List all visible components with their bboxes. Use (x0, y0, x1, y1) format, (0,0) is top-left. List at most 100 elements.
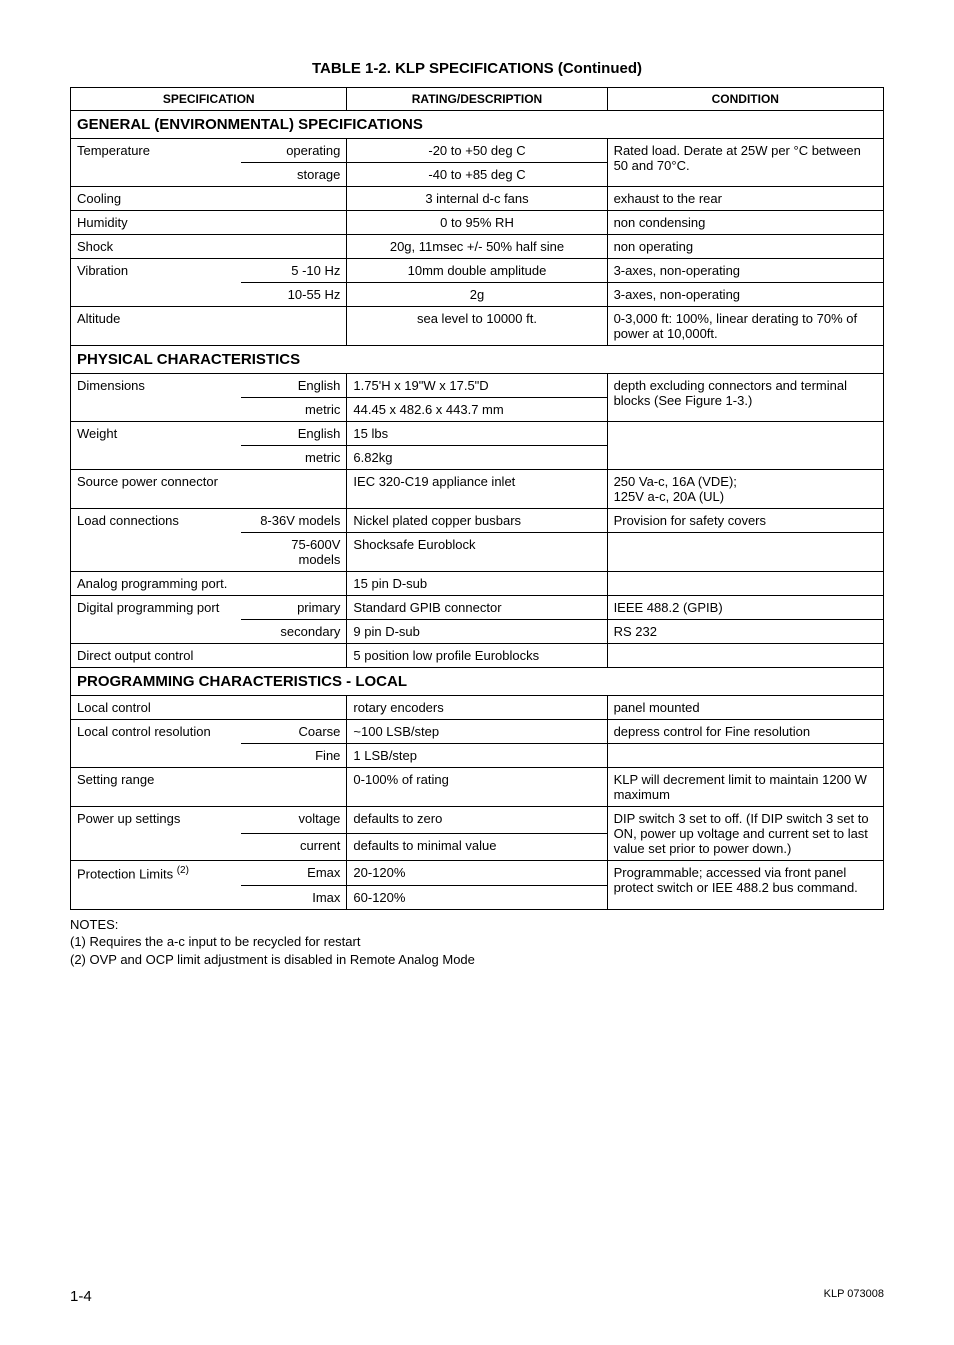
cell-dim-me-sub: metric (241, 398, 347, 422)
cell-pl-1-val: 20-120% (347, 861, 607, 886)
cell-shock: Shock (71, 235, 347, 259)
notes-header: NOTES: (70, 916, 884, 934)
cell-analog-port-val: 15 pin D-sub (347, 572, 607, 596)
cell-vibration: Vibration (71, 259, 242, 283)
row-digital-primary: Digital programming port primary Standar… (71, 596, 884, 620)
cell-temp-operating-val: -20 to +50 deg C (347, 139, 607, 163)
cell-dig-2-val: 9 pin D-sub (347, 620, 607, 644)
cell-humidity-val: 0 to 95% RH (347, 211, 607, 235)
row-source-power: Source power connector IEC 320-C19 appli… (71, 470, 884, 509)
cell-dimensions: Dimensions (71, 374, 242, 398)
row-temperature-operating: Temperature operating -20 to +50 deg C R… (71, 139, 884, 163)
cell-setting-range-cond: KLP will decrement limit to maintain 120… (607, 768, 883, 807)
cell-dim-me-val: 44.45 x 482.6 x 443.7 mm (347, 398, 607, 422)
header-row: SPECIFICATION RATING/DESCRIPTION CONDITI… (71, 88, 884, 111)
cell-cooling: Cooling (71, 187, 347, 211)
row-local-res-fine: Fine 1 LSB/step (71, 744, 884, 768)
row-analog-port: Analog programming port. 15 pin D-sub (71, 572, 884, 596)
cell-lcr-2-val: 1 LSB/step (347, 744, 607, 768)
cell-load-1-val: Nickel plated copper busbars (347, 509, 607, 533)
cell-pu-2-sub: current (241, 834, 347, 861)
row-digital-secondary: secondary 9 pin D-sub RS 232 (71, 620, 884, 644)
cell-wt-en-sub: English (241, 422, 347, 446)
cell-load-2-sub: 75-600V models (241, 533, 347, 572)
cell-temp-storage-val: -40 to +85 deg C (347, 163, 607, 187)
cell-vib-1-cond: 3-axes, non-operating (607, 259, 883, 283)
cell-shock-val: 20g, 11msec +/- 50% half sine (347, 235, 607, 259)
cell-vib-2-val: 2g (347, 283, 607, 307)
row-direct-output: Direct output control 5 position low pro… (71, 644, 884, 668)
cell-temp-operating-sub: operating (241, 139, 347, 163)
cell-wt-me-val: 6.82kg (347, 446, 607, 470)
cell-pu-1-val: defaults to zero (347, 807, 607, 834)
cell-protection: Protection Limits (2) (71, 861, 242, 886)
cell-pu-cond: DIP switch 3 set to off. (If DIP switch … (607, 807, 883, 861)
cell-cooling-val: 3 internal d-c fans (347, 187, 607, 211)
specifications-table: SPECIFICATION RATING/DESCRIPTION CONDITI… (70, 87, 884, 910)
row-load-2: 75-600V models Shocksafe Euroblock (71, 533, 884, 572)
header-condition: CONDITION (607, 88, 883, 111)
cell-load-1-cond: Provision for safety covers (607, 509, 883, 533)
cell-pl-2-sub: Imax (241, 885, 347, 909)
cell-lcr-2-sub: Fine (241, 744, 347, 768)
cell-humidity-cond: non condensing (607, 211, 883, 235)
section-physical-label: PHYSICAL CHARACTERISTICS (71, 346, 884, 374)
cell-local-control: Local control (71, 696, 347, 720)
row-local-res-coarse: Local control resolution Coarse ~100 LSB… (71, 720, 884, 744)
row-shock: Shock 20g, 11msec +/- 50% half sine non … (71, 235, 884, 259)
cell-cooling-cond: exhaust to the rear (607, 187, 883, 211)
cell-setting-range-val: 0-100% of rating (347, 768, 607, 807)
cell-source-power: Source power connector (71, 470, 347, 509)
cell-dim-en-val: 1.75'H x 19"W x 17.5"D (347, 374, 607, 398)
cell-vib-1-sub: 5 -10 Hz (241, 259, 347, 283)
cell-local-res: Local control resolution (71, 720, 242, 744)
cell-dig-2-sub: secondary (241, 620, 347, 644)
cell-shock-cond: non operating (607, 235, 883, 259)
notes-section: NOTES: (1) Requires the a-c input to be … (70, 916, 884, 969)
cell-pu-1-sub: voltage (241, 807, 347, 834)
cell-humidity: Humidity (71, 211, 347, 235)
row-load-1: Load connections 8-36V models Nickel pla… (71, 509, 884, 533)
header-specification: SPECIFICATION (71, 88, 347, 111)
row-weight-english: Weight English 15 lbs (71, 422, 884, 446)
page-footer: 1-4 KLP 073008 (70, 1288, 884, 1305)
cell-local-control-val: rotary encoders (347, 696, 607, 720)
cell-pu-2-val: defaults to minimal value (347, 834, 607, 861)
cell-lcr-1-sub: Coarse (241, 720, 347, 744)
cell-load-2-val: Shocksafe Euroblock (347, 533, 607, 572)
cell-temperature: Temperature (71, 139, 242, 163)
cell-source-power-cond: 250 Va-c, 16A (VDE); 125V a-c, 20A (UL) (607, 470, 883, 509)
cell-dig-1-val: Standard GPIB connector (347, 596, 607, 620)
cell-weight: Weight (71, 422, 242, 446)
cell-direct-output-val: 5 position low profile Euroblocks (347, 644, 607, 668)
cell-direct-output: Direct output control (71, 644, 347, 668)
cell-altitude-val: sea level to 10000 ft. (347, 307, 607, 346)
cell-wt-me-sub: metric (241, 446, 347, 470)
section-programming-label: PROGRAMMING CHARACTERISTICS - LOCAL (71, 668, 884, 696)
cell-pl-2-val: 60-120% (347, 885, 607, 909)
section-programming: PROGRAMMING CHARACTERISTICS - LOCAL (71, 668, 884, 696)
cell-load-1-sub: 8-36V models (241, 509, 347, 533)
protection-footnote: (2) (177, 865, 189, 876)
cell-lcr-1-cond: depress control for Fine resolution (607, 720, 883, 744)
cell-dim-en-sub: English (241, 374, 347, 398)
cell-dig-2-cond: RS 232 (607, 620, 883, 644)
cell-pl-cond: Programmable; accessed via front panel p… (607, 861, 883, 910)
cell-vib-2-cond: 3-axes, non-operating (607, 283, 883, 307)
section-environmental-label: GENERAL (ENVIRONMENTAL) SPECIFICATIONS (71, 111, 884, 139)
row-altitude: Altitude sea level to 10000 ft. 0-3,000 … (71, 307, 884, 346)
cell-source-power-val: IEC 320-C19 appliance inlet (347, 470, 607, 509)
row-setting-range: Setting range 0-100% of rating KLP will … (71, 768, 884, 807)
cell-altitude-cond: 0-3,000 ft: 100%, linear derating to 70%… (607, 307, 883, 346)
cell-temp-storage-sub: storage (241, 163, 347, 187)
row-powerup-voltage: Power up settings voltage defaults to ze… (71, 807, 884, 834)
cell-dim-cond: depth excluding connectors and terminal … (607, 374, 883, 422)
note-1: (1) Requires the a-c input to be recycle… (70, 933, 884, 951)
row-vibration-1: Vibration 5 -10 Hz 10mm double amplitude… (71, 259, 884, 283)
cell-temp-condition: Rated load. Derate at 25W per °C between… (607, 139, 883, 187)
cell-analog-port: Analog programming port. (71, 572, 347, 596)
cell-vib-1-val: 10mm double amplitude (347, 259, 607, 283)
row-vibration-2: 10-55 Hz 2g 3-axes, non-operating (71, 283, 884, 307)
page-number: 1-4 (70, 1288, 92, 1305)
cell-vib-2-sub: 10-55 Hz (241, 283, 347, 307)
